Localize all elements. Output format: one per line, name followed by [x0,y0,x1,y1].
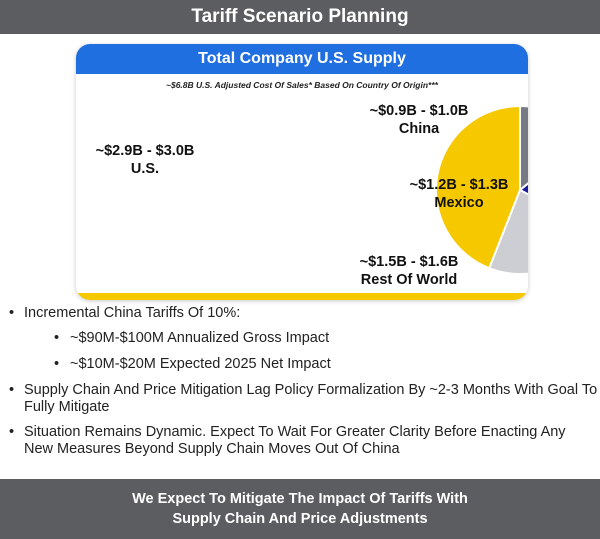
pie-label-row-name: Rest Of World [360,272,458,288]
pie-label-mexico-name: Mexico [434,195,484,211]
footer-banner: We Expect To Mitigate The Impact Of Tari… [0,479,600,539]
pie-label-china-name: China [398,121,440,137]
pie-label-mexico: ~$1.2B - $1.3B Mexico [394,176,524,212]
pie-label-us-value: ~$2.9B - $3.0B [95,143,195,159]
pie-slice-mexico [518,182,528,196]
card-accent-bar [76,293,528,300]
bullet-net-impact: ~$10M-$20M Expected 2025 Net Impact [8,356,598,373]
bullet-gross-impact: ~$90M-$100M Annualized Gross Impact [8,330,598,347]
page-title: Tariff Scenario Planning [0,0,600,34]
bullet-list: Incremental China Tariffs Of 10%: ~$90M-… [8,305,598,466]
pie-label-rest-of-world: ~$1.5B - $1.6B Rest Of World [344,253,474,289]
pie-label-china-value: ~$0.9B - $1.0B [369,103,469,119]
bullet-mitigation-lag: Supply Chain And Price Mitigation Lag Po… [8,382,598,416]
pie-label-mexico-value: ~$1.2B - $1.3B [409,177,509,193]
pie-label-us: ~$2.9B - $3.0B U.S. [80,142,210,178]
pie-label-china: ~$0.9B - $1.0B China [359,102,479,138]
supply-pie-chart [435,104,528,275]
bullet-situation-dynamic: Situation Remains Dynamic. Expect To Wai… [8,424,598,458]
pie-label-us-name: U.S. [130,161,160,177]
pie-label-row-value: ~$1.5B - $1.6B [359,254,459,270]
footer-line-1: We Expect To Mitigate The Impact Of Tari… [132,491,468,507]
chart-title: Total Company U.S. Supply [76,44,528,74]
footer-line-2: Supply Chain And Price Adjustments [172,511,428,527]
pie-slice-china [519,104,528,193]
chart-subtitle: ~$6.8B U.S. Adjusted Cost Of Sales* Base… [166,80,438,90]
bullet-china-tariffs: Incremental China Tariffs Of 10%: [8,305,598,322]
supply-chart-card: Total Company U.S. Supply ~$6.8B U.S. Ad… [76,44,528,300]
pie-slice-rest-of-world [487,188,528,275]
pie-slice-u-s [435,104,521,270]
